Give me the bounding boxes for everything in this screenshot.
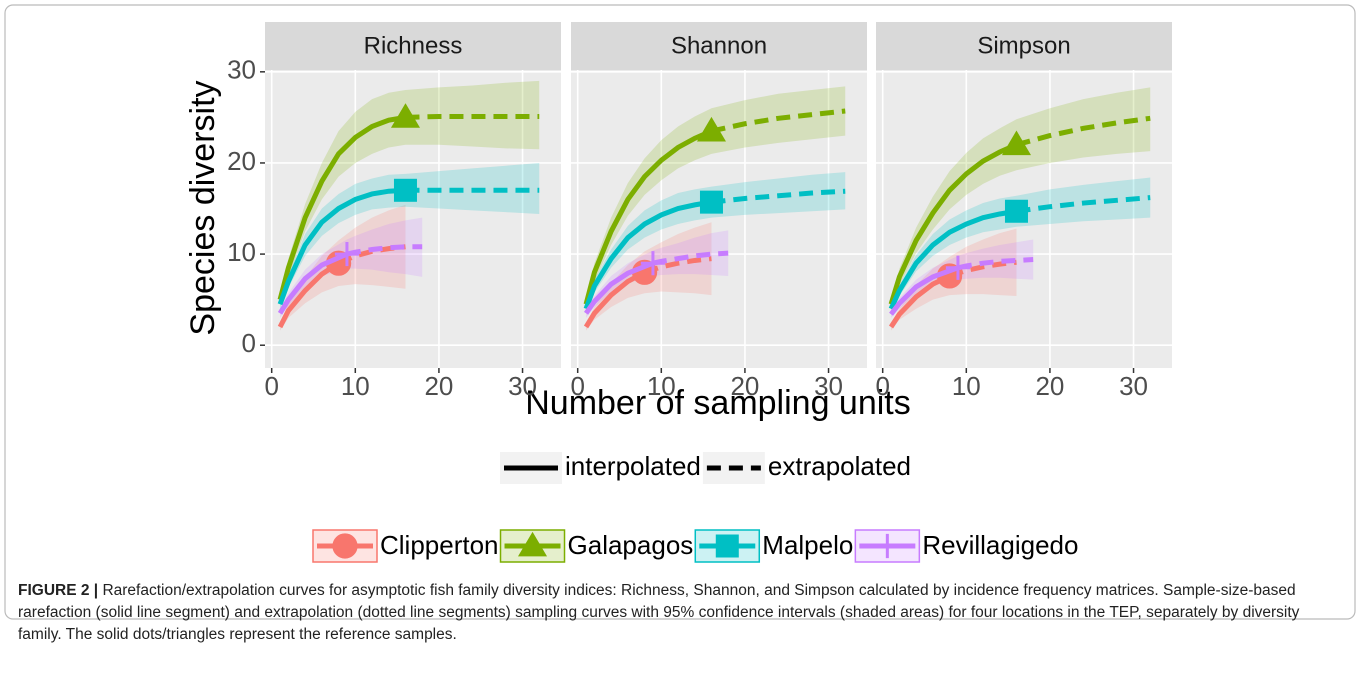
x-tick-label: 30 [814, 371, 843, 401]
caption-label: FIGURE 2 | [18, 582, 99, 599]
interpolated-line [277, 251, 348, 315]
extrapolated-line [710, 108, 846, 134]
interpolated-line [583, 270, 646, 329]
legend-label: Galapagos [568, 530, 694, 560]
legend-label: interpolated [565, 451, 701, 481]
reference-marker [715, 534, 739, 558]
extrapolated-line [1016, 195, 1151, 214]
reference-marker [875, 533, 900, 559]
reference-marker [696, 116, 726, 142]
extrapolated-line [711, 188, 846, 205]
interpolated-line [889, 265, 959, 316]
reference-marker [518, 531, 548, 557]
facet-title: Simpson [977, 32, 1070, 59]
extrapolated-line [957, 257, 1034, 271]
reference-marker [393, 178, 417, 202]
reference-marker [640, 251, 666, 276]
reference-marker [334, 241, 360, 267]
confidence-band [891, 177, 1151, 313]
facet-title: Shannon [671, 32, 767, 59]
extrapolated-line [405, 113, 540, 120]
reference-marker [945, 255, 971, 280]
legend-label: Clipperton [380, 530, 499, 560]
legend-label: Revillagigedo [922, 530, 1078, 560]
confidence-band [891, 87, 1151, 309]
x-tick-label: 20 [730, 371, 759, 401]
x-tick-label: 0 [570, 371, 584, 401]
confidence-band [891, 239, 1034, 318]
interpolated-line [583, 128, 713, 305]
x-tick-label: 20 [424, 371, 453, 401]
x-tick-label: 0 [264, 371, 278, 401]
x-tick-label: 20 [1035, 371, 1064, 401]
x-tick-label: 0 [875, 371, 889, 401]
strip [265, 22, 561, 70]
interpolated-line [584, 260, 654, 315]
x-axis-label: Number of sampling units [525, 384, 911, 422]
confidence-band [586, 230, 729, 318]
facet-title: Richness [364, 32, 463, 59]
reference-marker [699, 190, 723, 214]
x-tick-label: 10 [341, 371, 370, 401]
y-tick-label: 0 [242, 328, 256, 358]
strip [571, 22, 867, 70]
y-axis-label: Species diversity [184, 80, 222, 335]
y-tick-label: 10 [227, 237, 256, 267]
confidence-band [280, 162, 540, 309]
interpolated-line [277, 114, 406, 301]
legend-label: extrapolated [768, 451, 911, 481]
confidence-band [280, 217, 423, 318]
interpolated-line [277, 261, 340, 329]
x-tick-label: 10 [952, 371, 981, 401]
caption-text: Rarefaction/extrapolation curves for asy… [18, 582, 1300, 643]
interpolated-line [583, 199, 712, 310]
y-tick-label: 30 [227, 55, 256, 85]
figure-border [4, 4, 1356, 620]
strip [876, 22, 1172, 70]
interpolated-line [277, 187, 406, 306]
x-tick-label: 10 [647, 371, 676, 401]
confidence-band [586, 172, 846, 313]
interpolated-line [888, 142, 1018, 305]
reference-marker [332, 533, 358, 559]
extrapolated-line [652, 250, 729, 266]
x-tick-label: 30 [1119, 371, 1148, 401]
x-tick-label: 30 [508, 371, 537, 401]
y-tick-label: 20 [227, 146, 256, 176]
confidence-band [280, 80, 540, 305]
reference-marker [1004, 199, 1028, 223]
legend-label: Malpelo [762, 530, 853, 560]
extrapolated-line [1015, 115, 1151, 148]
confidence-band [586, 86, 846, 309]
interpolated-line [888, 208, 1017, 310]
extrapolated-line [346, 244, 423, 257]
reference-marker [390, 103, 420, 128]
reference-marker [1001, 130, 1031, 156]
caption: FIGURE 2 | Rarefaction/extrapolation cur… [18, 580, 1338, 646]
